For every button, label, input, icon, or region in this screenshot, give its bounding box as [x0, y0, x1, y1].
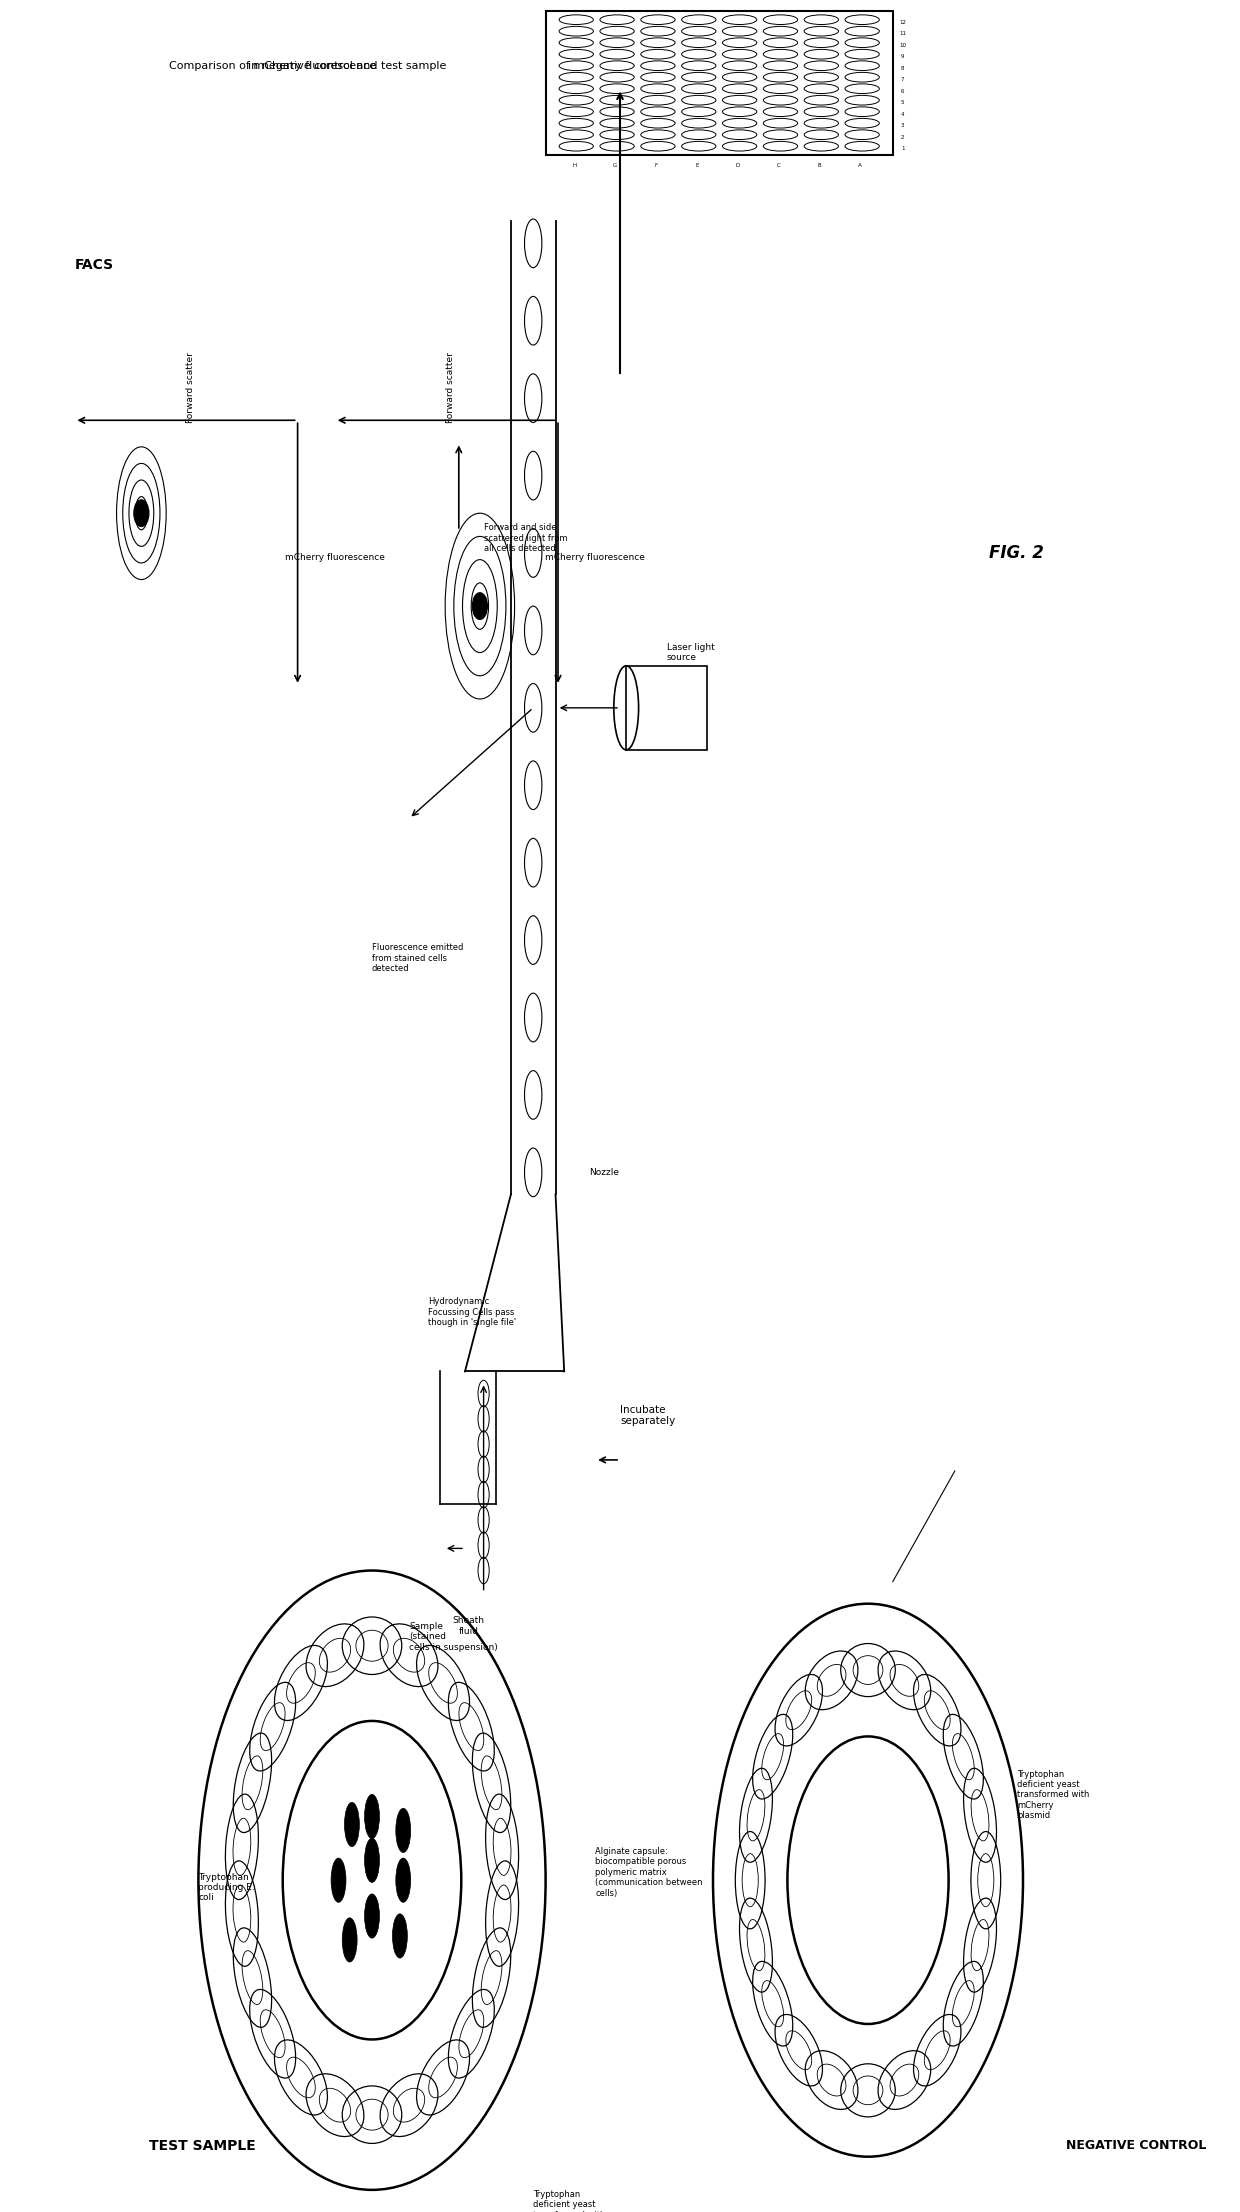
Ellipse shape: [365, 1893, 379, 1938]
Ellipse shape: [345, 1803, 360, 1847]
Text: Tryptophan
deficient yeast
transformed with
mCherry
plasmid: Tryptophan deficient yeast transformed w…: [533, 2190, 605, 2212]
Circle shape: [134, 500, 149, 526]
Text: E: E: [696, 164, 699, 168]
Text: F: F: [655, 164, 658, 168]
Ellipse shape: [365, 1838, 379, 1882]
Text: Nozzle: Nozzle: [589, 1168, 619, 1177]
Text: 7: 7: [901, 77, 904, 82]
Text: D: D: [735, 164, 739, 168]
Text: 10: 10: [899, 42, 906, 49]
Text: Laser light
source: Laser light source: [667, 644, 714, 661]
Ellipse shape: [392, 1913, 407, 1958]
Text: C: C: [776, 164, 780, 168]
Ellipse shape: [331, 1858, 346, 1902]
Text: in negative control and test sample: in negative control and test sample: [248, 62, 446, 71]
Text: Comparison of mCherry fluorescence: Comparison of mCherry fluorescence: [169, 62, 377, 71]
Text: 6: 6: [901, 88, 904, 93]
Text: mCherry fluorescence: mCherry fluorescence: [285, 553, 384, 562]
Text: G: G: [613, 164, 618, 168]
Text: Sample
(stained
cells in suspension): Sample (stained cells in suspension): [409, 1621, 498, 1652]
Text: H: H: [572, 164, 577, 168]
Text: Incubate
separately: Incubate separately: [620, 1405, 676, 1427]
Text: A: A: [858, 164, 862, 168]
Text: 12: 12: [899, 20, 906, 24]
Text: Tryptophan
producing E.
coli: Tryptophan producing E. coli: [198, 1874, 255, 1902]
Text: Forward scatter: Forward scatter: [446, 352, 455, 422]
Text: 1: 1: [901, 146, 904, 150]
Text: Fluorescence emitted
from stained cells
detected: Fluorescence emitted from stained cells …: [372, 945, 464, 973]
Text: FIG. 2: FIG. 2: [990, 544, 1044, 562]
Text: Forward and side
scattered light from
all cells detected: Forward and side scattered light from al…: [484, 524, 567, 553]
Text: Tryptophan
deficient yeast
transformed with
mCherry
plasmid: Tryptophan deficient yeast transformed w…: [1017, 1770, 1089, 1820]
Text: Sheath
fluid: Sheath fluid: [453, 1617, 485, 1635]
Text: FACS: FACS: [74, 259, 114, 272]
Text: mCherry fluorescence: mCherry fluorescence: [546, 553, 645, 562]
Text: Hydrodynamic
Focussing Cells pass
though in 'single file': Hydrodynamic Focussing Cells pass though…: [428, 1298, 516, 1327]
Text: Forward scatter: Forward scatter: [186, 352, 195, 422]
Text: 3: 3: [901, 124, 904, 128]
Bar: [546, 11, 893, 155]
Text: 5: 5: [901, 100, 904, 106]
Ellipse shape: [396, 1807, 410, 1854]
Text: 8: 8: [901, 66, 904, 71]
Text: 11: 11: [899, 31, 906, 35]
Ellipse shape: [342, 1918, 357, 1962]
Text: 2: 2: [901, 135, 904, 139]
Bar: [626, 666, 707, 750]
Text: Alginate capsule:
biocompatible porous
polymeric matrix
(communication between
c: Alginate capsule: biocompatible porous p…: [595, 1847, 703, 1898]
Ellipse shape: [396, 1858, 410, 1902]
Text: TEST SAMPLE: TEST SAMPLE: [149, 2139, 255, 2152]
Text: 4: 4: [901, 113, 904, 117]
Text: 9: 9: [901, 53, 904, 60]
Ellipse shape: [365, 1794, 379, 1838]
Text: B: B: [817, 164, 821, 168]
Circle shape: [472, 593, 487, 619]
Text: NEGATIVE CONTROL: NEGATIVE CONTROL: [1066, 2139, 1207, 2152]
